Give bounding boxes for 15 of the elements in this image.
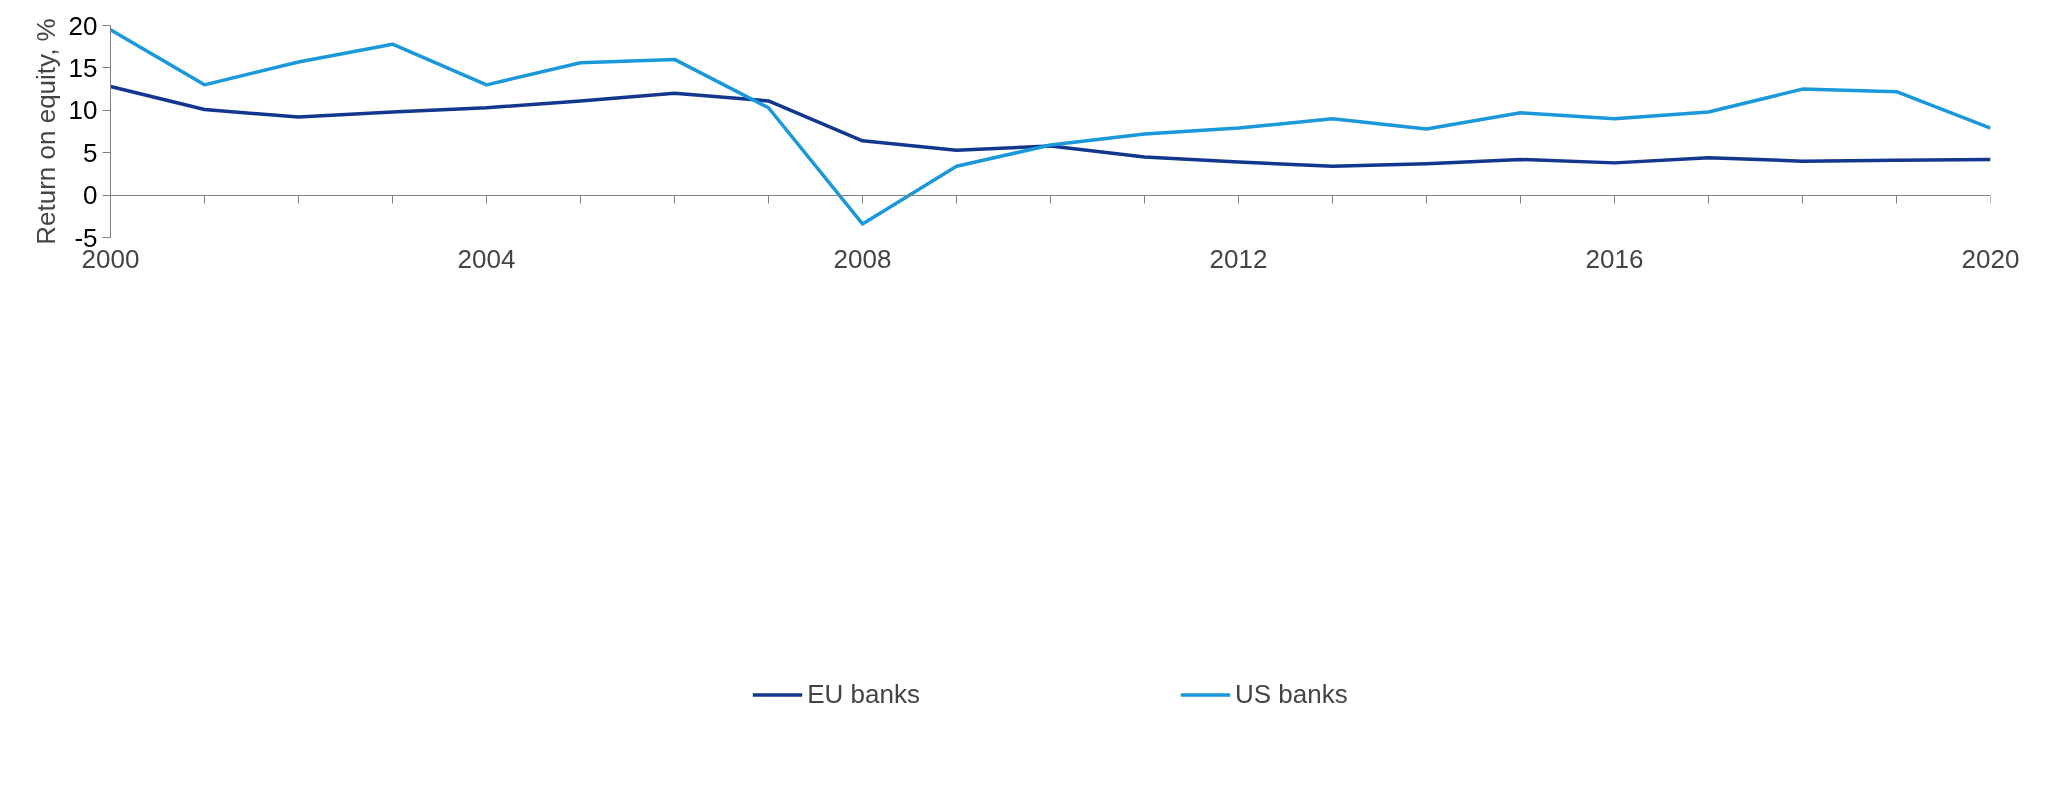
y-axis-title: Return on equity, % (30, 18, 61, 245)
legend-label: EU banks (807, 678, 920, 710)
x-tick-label: 2012 (1209, 243, 1268, 274)
legend-label: US banks (1235, 678, 1348, 710)
y-tick-label: 10 (68, 95, 98, 126)
y-tick-label: 20 (68, 10, 98, 41)
y-tick-label: 15 (68, 52, 98, 83)
x-tick-label: 2020 (1961, 243, 2020, 274)
y-tick-label: 0 (83, 180, 98, 211)
y-tick-label: 5 (83, 137, 98, 168)
line-series (110, 84, 1991, 169)
line-series (110, 27, 1991, 226)
x-tick-label: 2004 (457, 243, 516, 274)
x-tick-label: 2008 (833, 243, 892, 274)
x-tick-label: 2016 (1585, 243, 1644, 274)
